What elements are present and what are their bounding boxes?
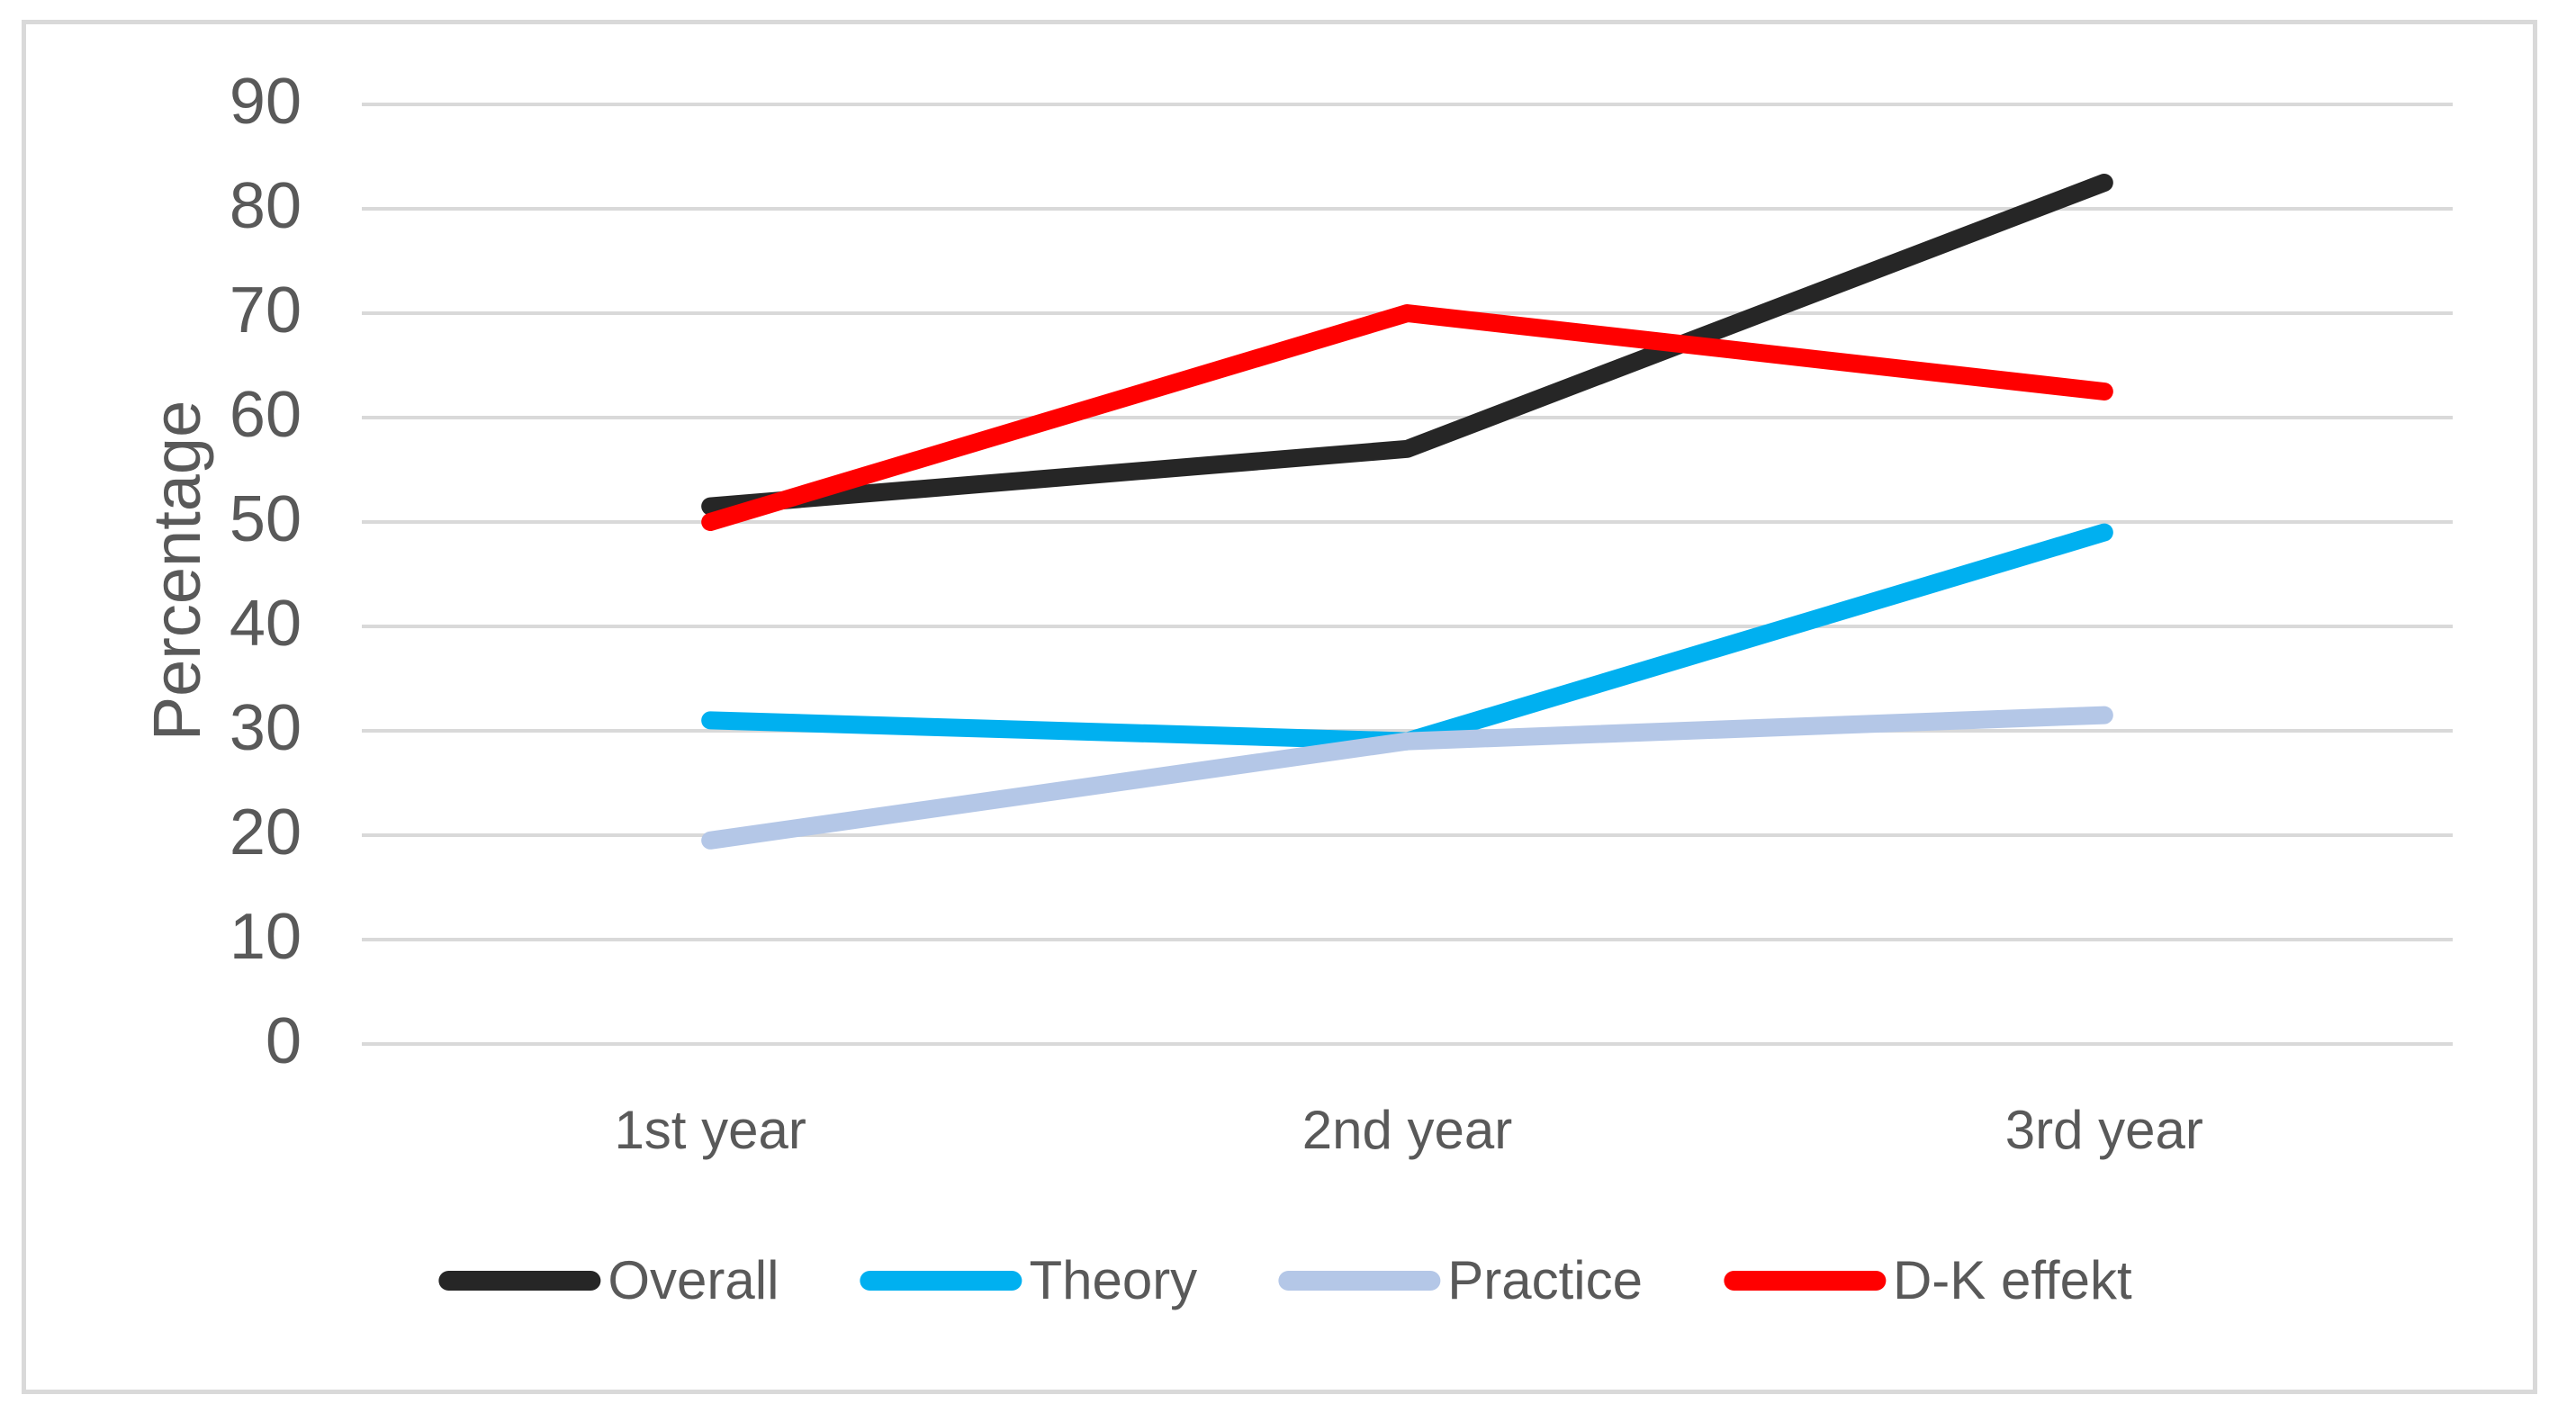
legend-item-d-k-effekt: D-K effekt bbox=[1723, 1246, 2132, 1316]
chart-frame bbox=[22, 20, 2537, 1394]
legend-label: Overall bbox=[608, 1250, 779, 1310]
legend-item-practice: Practice bbox=[1278, 1246, 1643, 1316]
y-tick-label: 60 bbox=[229, 379, 302, 451]
series-line-practice bbox=[701, 706, 2113, 850]
legend-swatch-overall bbox=[438, 1271, 601, 1291]
series-line-theory bbox=[701, 523, 2113, 751]
series-line-d-k-effekt bbox=[701, 304, 2113, 531]
legend-swatch-d-k-effekt bbox=[1723, 1271, 1886, 1291]
y-tick-label: 0 bbox=[265, 1005, 302, 1077]
y-tick-label: 20 bbox=[229, 796, 302, 868]
x-axis-label: 1st year bbox=[614, 1100, 806, 1160]
series-line-overall bbox=[701, 174, 2113, 516]
y-tick-label: 90 bbox=[229, 66, 302, 138]
gridlines bbox=[362, 103, 2453, 1046]
x-axis-label: 2nd year bbox=[1302, 1100, 1513, 1160]
x-axis-label: 3rd year bbox=[2004, 1100, 2203, 1160]
legend-item-overall: Overall bbox=[438, 1246, 779, 1316]
series-lines bbox=[701, 174, 2113, 850]
y-tick-label: 30 bbox=[229, 692, 302, 764]
legend-label: Theory bbox=[1029, 1250, 1198, 1310]
legend-swatch-practice bbox=[1278, 1271, 1441, 1291]
legend-swatch-theory bbox=[860, 1271, 1022, 1291]
y-tick-label: 10 bbox=[229, 901, 302, 973]
y-tick-label: 40 bbox=[229, 588, 302, 660]
y-tick-label: 50 bbox=[229, 483, 302, 555]
legend-item-theory: Theory bbox=[860, 1246, 1197, 1316]
legend-label: Practice bbox=[1447, 1250, 1643, 1310]
legend-label: D-K effekt bbox=[1892, 1250, 2132, 1310]
y-tick-label: 70 bbox=[229, 274, 302, 346]
y-tick-label: 80 bbox=[229, 170, 302, 242]
y-axis-title: Percentage bbox=[140, 400, 214, 742]
legend: Overall Theory Practice D-K effekt bbox=[438, 1246, 2132, 1316]
